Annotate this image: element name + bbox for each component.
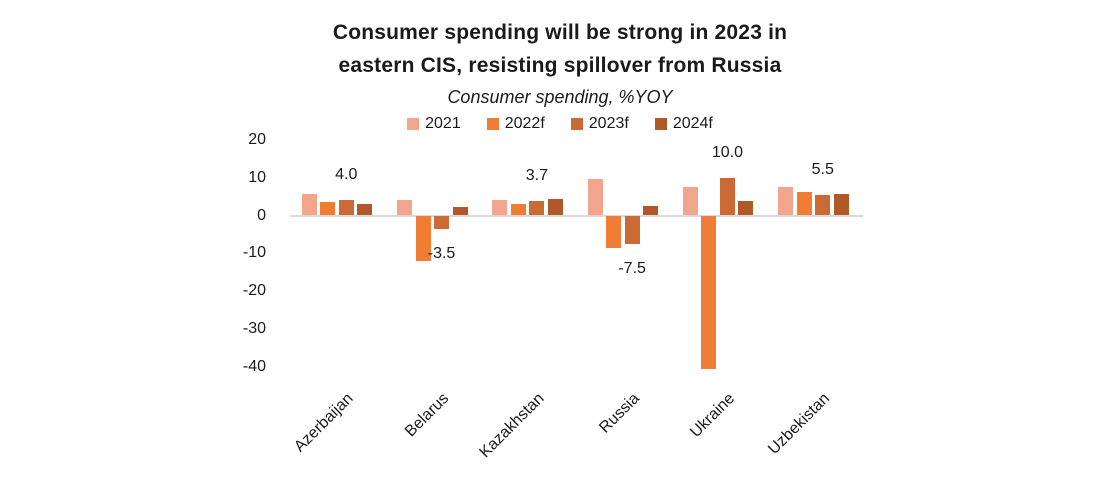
x-axis-category-label-azerbaijan: Azerbaijan: [291, 390, 358, 456]
bar-2023f-azerbaijan: [338, 200, 354, 216]
legend-item-2023f: 2023f: [570, 115, 629, 133]
data-label-belarus: -3.5: [427, 244, 456, 262]
y-axis-tick-label: 20: [248, 130, 266, 148]
bar-2024f-kazakhstan: [547, 198, 563, 216]
legend-label-2024f: 2024f: [672, 115, 713, 132]
bar-2022f-uzbekistan: [796, 192, 812, 216]
x-axis-category-label-ukraine: Ukraine: [687, 390, 739, 442]
bar-2024f-azerbaijan: [357, 203, 373, 216]
bar-2022f-russia: [606, 215, 622, 248]
x-axis-category-label-kazakhstan: Kazakhstan: [476, 390, 548, 462]
bar-2023f-russia: [624, 215, 640, 244]
bar-2021-kazakhstan: [492, 199, 508, 216]
legend-item-2022f: 2022f: [486, 115, 545, 133]
bar-2021-ukraine: [682, 186, 698, 216]
data-label-uzbekistan: 5.5: [811, 160, 834, 178]
bar-2023f-uzbekistan: [815, 194, 831, 216]
legend-swatch-2022f: [486, 118, 499, 130]
y-axis-tick-label: -20: [242, 282, 266, 300]
data-label-russia: -7.5: [618, 259, 646, 277]
bar-2021-azerbaijan: [301, 193, 317, 216]
x-axis-category-label-uzbekistan: Uzbekistan: [765, 390, 834, 458]
bar-2022f-ukraine: [701, 215, 717, 369]
bar-2022f-belarus: [415, 215, 431, 261]
bar-2023f-kazakhstan: [529, 201, 545, 216]
chart-legend: 2021 2022f 2023f 2024f: [20, 115, 1100, 133]
legend-label-2022f: 2022f: [504, 115, 545, 132]
bar-2022f-kazakhstan: [510, 203, 526, 216]
chart-header: Consumer spending will be strong in 2023…: [20, 0, 1100, 133]
bar-2024f-ukraine: [738, 201, 754, 216]
bar-2024f-belarus: [452, 206, 468, 216]
bar-2021-belarus: [397, 199, 413, 216]
legend-label-2023f: 2023f: [588, 115, 629, 132]
bar-2024f-russia: [643, 206, 659, 216]
y-axis-tick-label: -10: [242, 244, 266, 262]
bar-2021-russia: [587, 179, 603, 216]
legend-item-2021: 2021: [407, 115, 461, 133]
data-label-azerbaijan: 4.0: [335, 166, 358, 184]
bar-2023f-ukraine: [719, 177, 735, 216]
chart-subtitle: Consumer spending, %YOY: [447, 87, 673, 107]
legend-swatch-2023f: [570, 118, 583, 130]
legend-item-2024f: 2024f: [654, 115, 713, 133]
y-axis-tick-label: -30: [242, 320, 266, 338]
data-label-ukraine: 10.0: [711, 143, 743, 161]
chart-title-line2: eastern CIS, resisting spillover from Ru…: [338, 54, 782, 77]
bar-2022f-azerbaijan: [320, 201, 336, 216]
y-axis-tick-label: 0: [257, 206, 266, 224]
legend-swatch-2024f: [654, 118, 667, 130]
x-axis-category-label-russia: Russia: [596, 390, 643, 437]
y-axis-tick-label: -40: [242, 358, 266, 376]
bar-2021-uzbekistan: [778, 186, 794, 216]
legend-swatch-2021: [407, 118, 420, 130]
data-label-kazakhstan: 3.7: [525, 167, 548, 185]
chart-title-line1: Consumer spending will be strong in 2023…: [332, 21, 788, 44]
bar-2023f-belarus: [434, 215, 450, 229]
legend-label-2021: 2021: [425, 115, 461, 132]
y-axis-tick-label: 10: [248, 168, 266, 186]
x-axis-zero-line: [290, 214, 863, 217]
x-axis-category-label-belarus: Belarus: [401, 390, 453, 441]
bar-2024f-uzbekistan: [833, 194, 849, 216]
